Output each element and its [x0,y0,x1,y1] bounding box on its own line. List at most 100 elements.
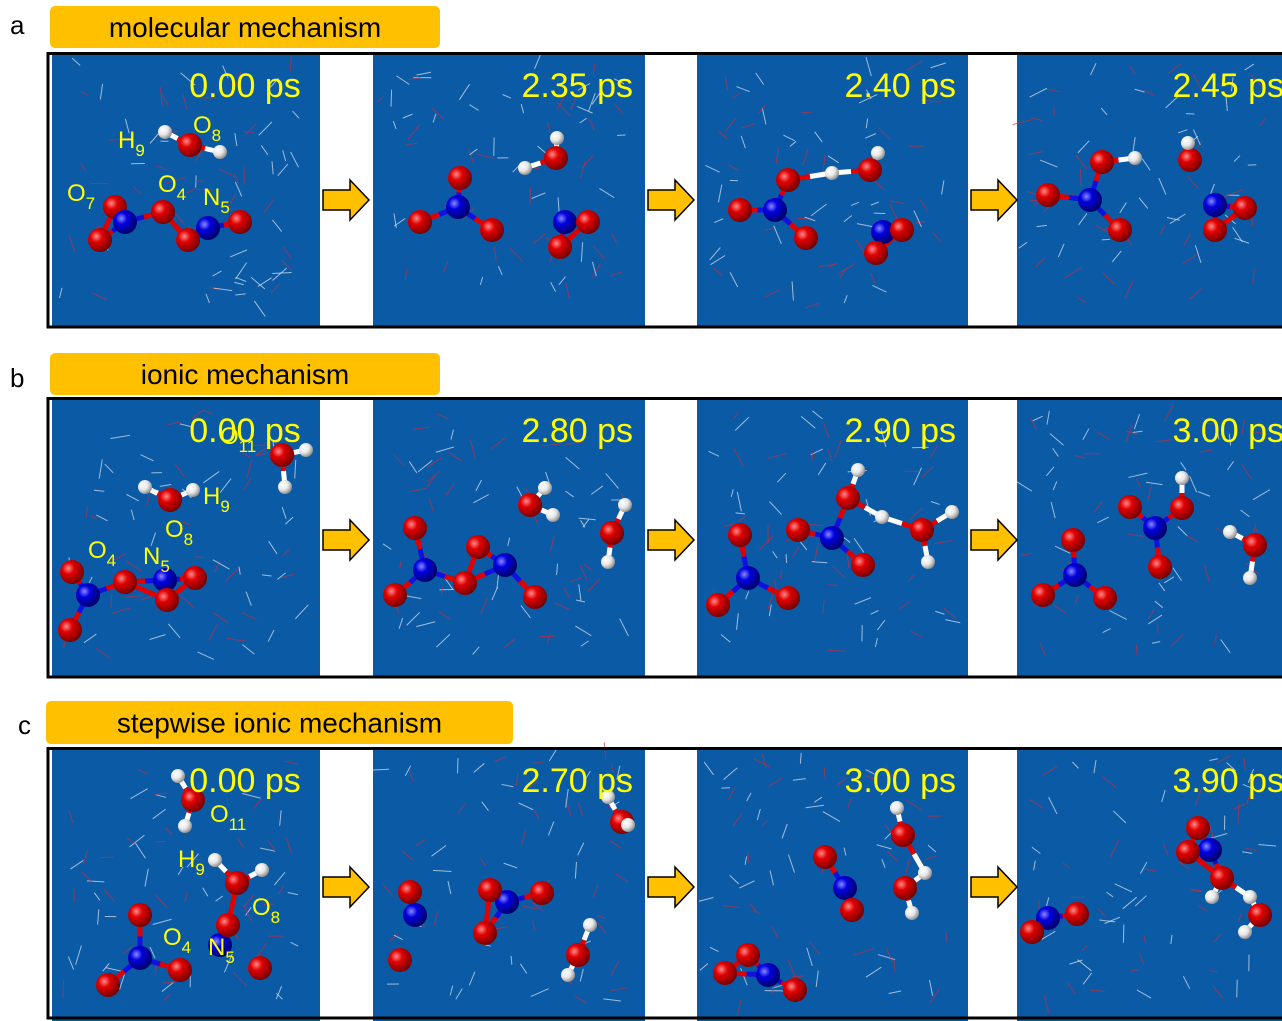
arrow [971,180,1017,220]
atom-ball [413,558,437,582]
atom-ball [921,555,935,569]
atom-ball [473,921,497,945]
atom-ball [171,769,185,783]
atom-ball [544,146,568,170]
atom-element: N [143,543,160,570]
atom-ball [1238,925,1252,939]
atom-ball [756,963,780,987]
atom-element: O [88,537,107,564]
atom-ball [1205,890,1219,904]
panel-title: molecular mechanism [109,12,381,43]
panel-title: stepwise ionic mechanism [117,708,442,739]
atom-ball [1176,840,1200,864]
snapshot: 0.00 psH9O8O7O4N5 [52,55,320,327]
atom-element: H [118,127,135,154]
atom-ball [1090,150,1114,174]
atom-ball [1061,528,1085,552]
atom-ball [158,488,182,512]
snapshot: 0.00 psO11H9O8O4N5 [52,400,320,677]
atom-index: 11 [239,437,257,456]
atom-ball [776,168,800,192]
atom-ball [576,210,600,234]
atom-ball [88,228,112,252]
atom-ball [155,588,179,612]
atom-ball [891,823,915,847]
atom-ball [905,906,919,920]
atom-ball [518,493,542,517]
atom-ball [448,166,472,190]
atom-index: 5 [220,198,229,217]
atom-ball [893,876,917,900]
atom-ball [1118,495,1142,519]
atom-ball [713,961,737,985]
atom-index: 4 [182,938,191,957]
solvent-bond [793,976,804,977]
atom-ball [851,463,865,477]
atom-ball [840,898,864,922]
atom-ball [858,158,882,182]
atom-ball [618,498,632,512]
atom-ball [548,235,572,259]
atom-ball [1093,586,1117,610]
arrow [323,867,369,907]
atom-ball [408,210,432,234]
arrow [323,180,369,220]
atom-ball [128,903,152,927]
arrow [323,520,369,560]
atom-element: H [203,483,220,510]
atom-ball [1243,571,1257,585]
atom-ball [248,956,272,980]
snapshot: 2.90 ps [697,400,968,677]
arrow [971,520,1017,560]
atom-index: 5 [225,948,234,967]
panel-letter: b [10,363,24,393]
atom-ball [493,553,517,577]
atom-ball [403,516,427,540]
atom-ball [151,200,175,224]
atom-ball [1036,183,1060,207]
atom-ball [601,555,615,569]
atom-ball [728,198,752,222]
atom-ball [446,195,470,219]
atom-index: 8 [212,126,221,145]
atom-index: 11 [229,815,247,834]
time-label: 0.00 ps [189,762,301,800]
atom-ball [178,819,192,833]
snapshot: 2.70 ps [371,742,645,1021]
atom-element: N [203,184,220,211]
time-label: 2.70 ps [521,762,633,800]
atom-element: O [220,423,239,450]
atom-ball [783,978,807,1002]
panel-letter: a [10,10,25,40]
atom-ball [225,871,249,895]
atom-ball [910,518,934,542]
atom-ball [1143,516,1167,540]
atom-ball [583,918,597,932]
atom-ball [1175,471,1189,485]
snapshot: 2.80 ps [373,400,645,677]
atom-ball [1223,525,1237,539]
time-label: 3.00 ps [844,762,956,800]
snapshot: 2.40 ps [697,55,968,327]
atom-ball [550,131,564,145]
atom-ball [186,483,200,497]
time-label: 2.80 ps [521,412,633,450]
atom-ball [453,571,477,595]
atom-ball [158,125,172,139]
solvent-bond [1054,107,1055,116]
snapshot: 2.35 ps [373,55,645,327]
atom-ball [945,505,959,519]
time-label: 2.35 ps [521,67,633,105]
atom-ball [466,535,490,559]
atom-ball [255,863,269,877]
atom-ball [561,968,575,982]
atom-ball [890,218,914,242]
arrow [648,867,694,907]
atom-index: 8 [184,530,193,549]
atom-ball [113,570,137,594]
atom-ball [918,866,932,880]
atom-ball [786,518,810,542]
atom-ball [890,801,904,815]
atom-ball [763,198,787,222]
